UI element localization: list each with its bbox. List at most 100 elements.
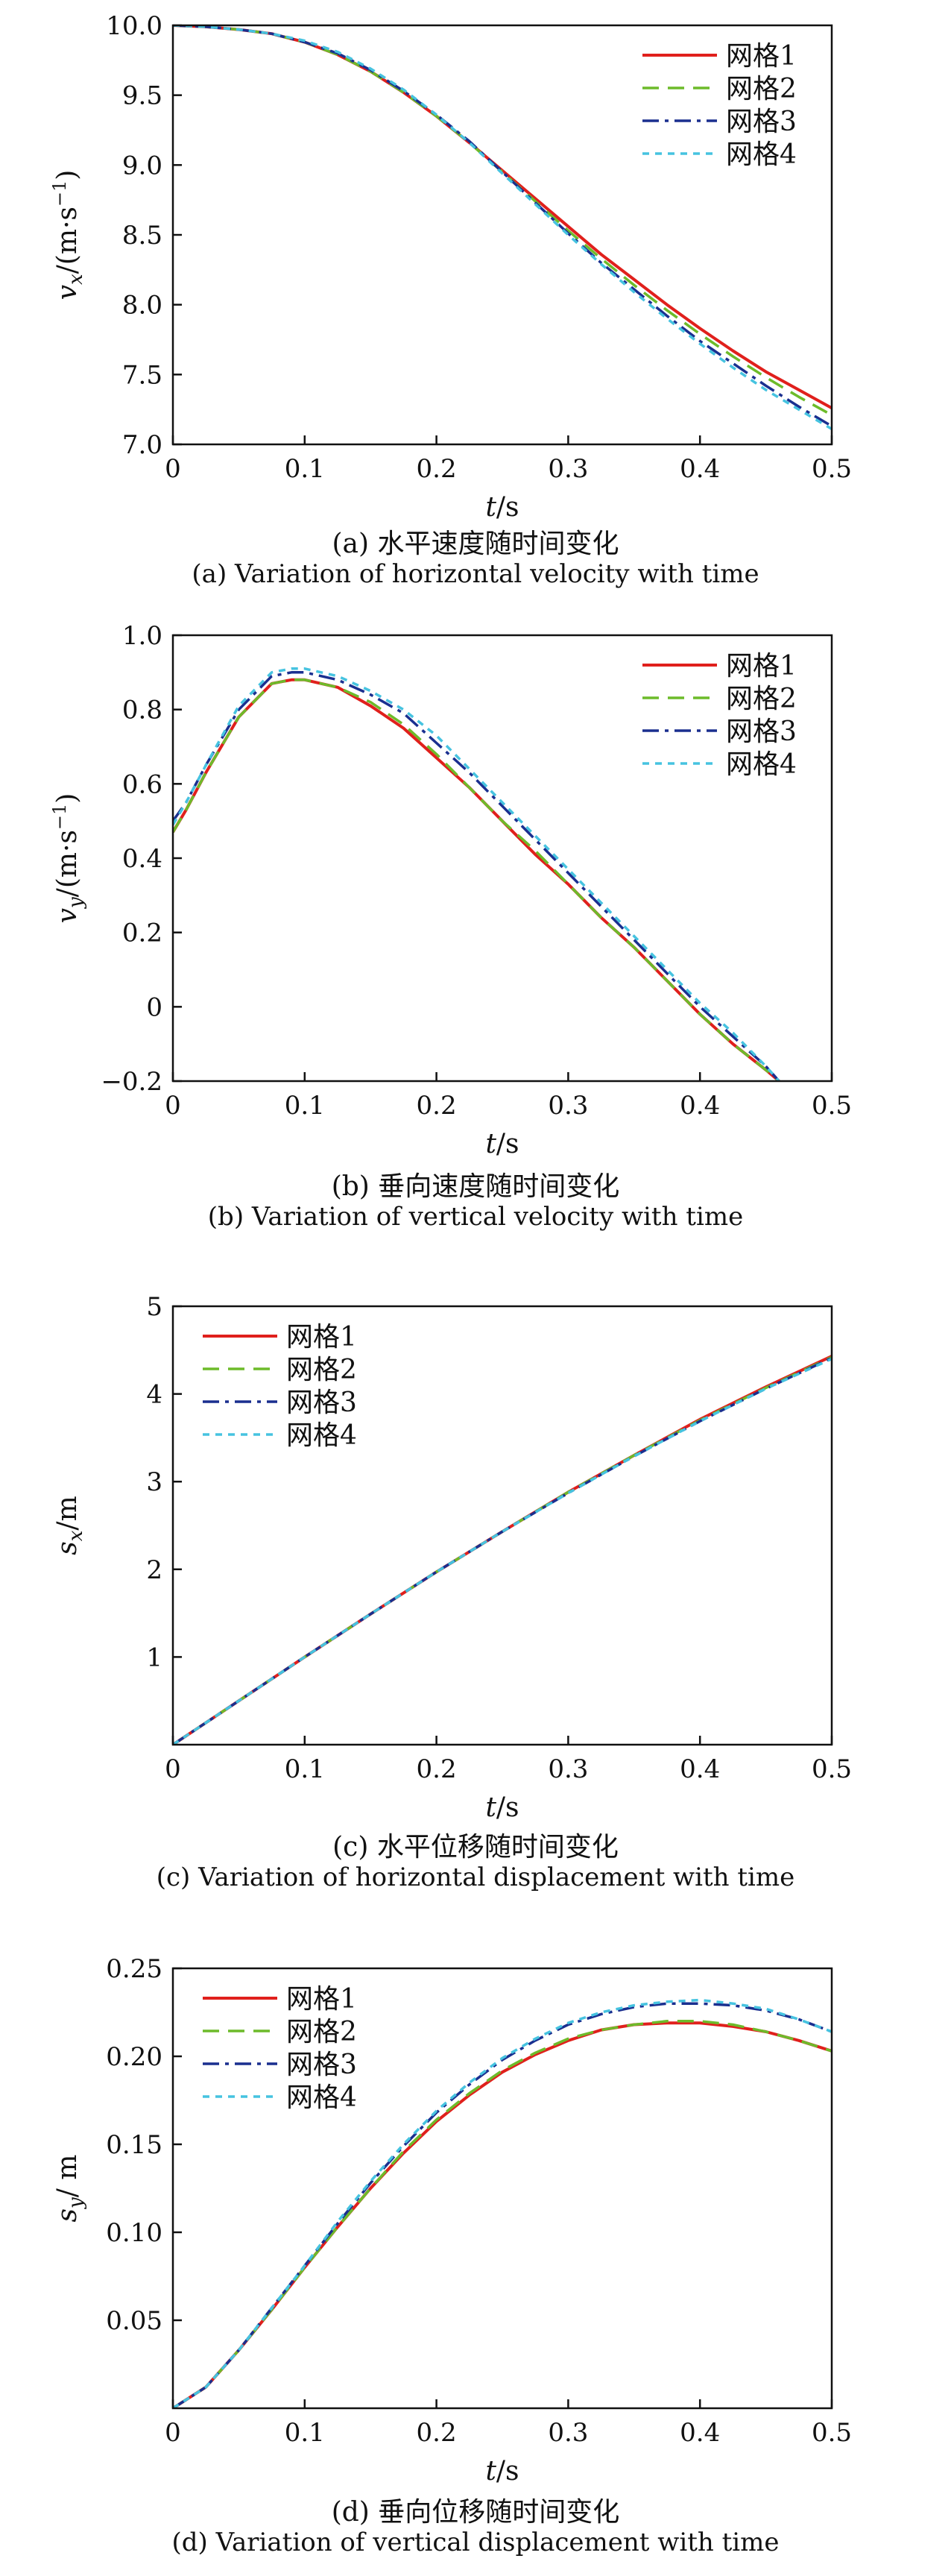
x-axis-label: t/s	[485, 1792, 519, 1823]
y-axis-label: sx/m	[52, 1496, 87, 1555]
y-tick-label: 7.0	[122, 430, 162, 460]
x-tick-label: 0.3	[548, 454, 588, 484]
legend-label-4: 网格4	[726, 749, 797, 780]
caption-zh-b: (b) 垂向速度随时间变化	[331, 1171, 620, 1202]
x-tick-label: 0	[165, 454, 181, 484]
y-tick-label: 8.0	[122, 291, 162, 321]
y-tick-label: 9.0	[122, 151, 162, 180]
legend-label-3: 网格3	[286, 1388, 357, 1418]
plot-frame	[171, 1967, 833, 2410]
x-tick-label: 0	[165, 1091, 181, 1121]
legend-label-2: 网格2	[726, 74, 797, 104]
legend-label-1: 网格1	[286, 1322, 357, 1352]
legend-label-3: 网格3	[726, 107, 797, 137]
caption-en-b: (b) Variation of vertical velocity with …	[207, 1202, 744, 1232]
series-line-2	[173, 2020, 832, 2408]
legend-label-3: 网格3	[286, 2050, 357, 2080]
series-line-2	[173, 1355, 832, 1745]
caption-zh-d: (d) 垂向位移随时间变化	[331, 2497, 620, 2528]
chart-panel-d: 0 0.1 0.2 0.3 0.4 0.5 0.05 0.10 0.15 0.20 0.25 t/s s…	[0, 1916, 951, 2576]
x-tick-label: 0.4	[680, 2418, 720, 2448]
y-tick-label: 0.10	[106, 2218, 162, 2248]
y-axis-label: vx/(m·s−1)	[49, 170, 87, 300]
series-line-3	[173, 25, 832, 428]
series-line-3	[173, 1356, 832, 1745]
x-tick-label: 0.5	[812, 1091, 852, 1121]
x-tick-label: 0.1	[285, 1754, 325, 1784]
chart-b-svg: 0 0.1 0.2 0.3 0.4 0.5−0.200.20.40.60.81.0t/sv…	[49, 621, 852, 1159]
chart-panel-c: 0 0.1 0.2 0.3 0.4 0.5 1 2 3 4 5 t/s sx/m 网格1 网格2 网格3 网格4…	[0, 1253, 951, 1916]
legend-label-4: 网格4	[286, 1420, 357, 1451]
y-tick-label: 0.25	[106, 1954, 162, 1984]
y-tick-label: 3	[146, 1467, 162, 1497]
y-tick-label: 5	[146, 1292, 162, 1322]
series-group	[173, 1355, 832, 1745]
series-group	[173, 25, 832, 430]
chart-panel-a: 0 0.1 0.2 0.3 0.4 0.5 7.0 7.5 8.0 8.5 9.0 9.5 10.0 t/…	[0, 0, 951, 613]
y-tick-label: 0.20	[106, 2042, 162, 2072]
x-tick-label: 0.5	[812, 1754, 852, 1784]
series-line-1	[173, 678, 780, 1081]
legend-label-2: 网格2	[286, 2017, 357, 2047]
chart-d-svg: 0 0.1 0.2 0.3 0.4 0.5 0.05 0.10 0.15 0.20 0.25 t/s s…	[52, 1954, 852, 2487]
x-tick-label: 0.5	[812, 454, 852, 484]
y-tick-label: 0.15	[106, 2130, 162, 2160]
legend-label-1: 网格1	[286, 1984, 357, 2015]
x-tick-label: 0.3	[548, 1091, 588, 1121]
y-tick-label: 9.5	[122, 81, 162, 111]
series-line-1	[173, 1355, 832, 1745]
y-tick-label: 7.5	[122, 360, 162, 390]
legend-label-2: 网格2	[726, 684, 797, 714]
series-group	[173, 667, 780, 1081]
caption-en-a: (a) Variation of horizontal velocity wit…	[192, 559, 759, 589]
y-tick-label: 0	[146, 992, 162, 1022]
legend-label-4: 网格4	[286, 2082, 357, 2113]
y-tick-label: 2	[146, 1555, 162, 1585]
y-tick-label: 0.8	[122, 696, 162, 725]
y-tick-label: 1	[146, 1643, 162, 1672]
x-tick-label: 0.4	[680, 1754, 720, 1784]
y-axis-label: sy/ m	[52, 2155, 87, 2223]
x-axis-label: t/s	[485, 2456, 519, 2487]
legend-label-3: 网格3	[726, 717, 797, 747]
x-tick-label: 0.3	[548, 2418, 588, 2448]
series-line-1	[173, 2021, 832, 2408]
series-line-4	[173, 1358, 832, 1745]
x-tick-label: 0.4	[680, 1091, 720, 1121]
y-tick-label: 4	[146, 1380, 162, 1410]
x-axis-label: t/s	[485, 492, 519, 522]
chart-panel-b: 0 0.1 0.2 0.3 0.4 0.5 −0.2 0 0.2 0.4 0.6 0.8 1.0 t/s v…	[0, 613, 951, 1253]
x-tick-label: 0.4	[680, 454, 720, 484]
series-line-2	[173, 678, 780, 1081]
legend-label-4: 网格4	[726, 139, 797, 170]
legend-label-1: 网格1	[726, 651, 797, 681]
x-tick-label: 0.1	[285, 454, 325, 484]
legend-label-1: 网格1	[726, 41, 797, 72]
chart-a-svg: 0 0.1 0.2 0.3 0.4 0.5 7.0 7.5 8.0 8.5 9.0 9.5 10.0 t/…	[49, 11, 852, 522]
series-line-4	[173, 1998, 832, 2408]
x-tick-label: 0.3	[548, 1754, 588, 1784]
legend-label-2: 网格2	[286, 1355, 357, 1385]
x-tick-label: 0.2	[417, 1754, 457, 1784]
x-tick-label: 0	[165, 2418, 181, 2448]
series-line-3	[173, 2002, 832, 2408]
caption-en-d: (d) Variation of vertical displacement w…	[171, 2528, 780, 2557]
x-tick-label: 0.2	[417, 1091, 457, 1121]
y-tick-label: −0.2	[101, 1067, 162, 1097]
x-tick-label: 0	[165, 1754, 181, 1784]
y-tick-label: 8.5	[122, 221, 162, 251]
caption-en-c: (c) Variation of horizontal displacement…	[156, 1862, 795, 1892]
y-tick-label: 0.05	[106, 2306, 162, 2336]
x-tick-label: 0.2	[417, 2418, 457, 2448]
y-tick-label: 0.4	[122, 844, 162, 874]
series-line-3	[173, 671, 780, 1081]
x-tick-label: 0.5	[812, 2418, 852, 2448]
plot-frame	[171, 1305, 833, 1746]
caption-zh-a: (a) 水平速度随时间变化	[332, 529, 619, 559]
x-tick-label: 0.1	[285, 1091, 325, 1121]
y-axis-label: vy/(m·s−1)	[49, 793, 87, 924]
y-tick-label: 0.2	[122, 919, 162, 948]
x-tick-label: 0.1	[285, 2418, 325, 2448]
series-line-4	[173, 25, 832, 430]
y-tick-label: 0.6	[122, 769, 162, 799]
